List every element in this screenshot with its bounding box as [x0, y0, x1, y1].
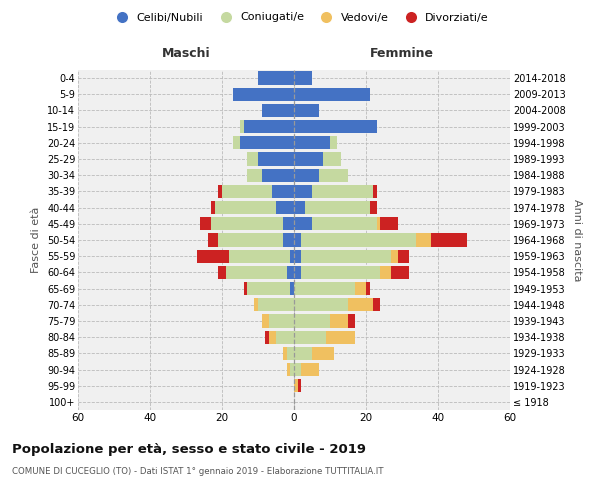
Bar: [294, 185, 312, 198]
Bar: [398, 250, 409, 263]
Bar: [312, 217, 377, 230]
Bar: [294, 363, 301, 376]
Bar: [276, 330, 294, 344]
Bar: [283, 346, 287, 360]
Bar: [294, 136, 330, 149]
Bar: [247, 168, 262, 182]
Bar: [262, 104, 294, 117]
Y-axis label: Anni di nascita: Anni di nascita: [572, 198, 582, 281]
Bar: [269, 314, 294, 328]
Bar: [258, 298, 294, 312]
Bar: [294, 152, 323, 166]
Bar: [265, 330, 269, 344]
Bar: [287, 363, 290, 376]
Bar: [294, 104, 319, 117]
Bar: [294, 330, 326, 344]
Bar: [294, 201, 305, 214]
Bar: [294, 72, 312, 85]
Bar: [211, 201, 215, 214]
Bar: [391, 266, 409, 279]
Text: Maschi: Maschi: [161, 48, 211, 60]
Bar: [269, 330, 276, 344]
Bar: [294, 298, 348, 312]
Bar: [326, 330, 355, 344]
Text: COMUNE DI CUCEGLIO (TO) - Dati ISTAT 1° gennaio 2019 - Elaborazione TUTTITALIA.I: COMUNE DI CUCEGLIO (TO) - Dati ISTAT 1° …: [12, 468, 383, 476]
Bar: [211, 217, 283, 230]
Bar: [373, 298, 380, 312]
Bar: [272, 185, 294, 198]
Bar: [233, 136, 240, 149]
Bar: [258, 72, 294, 85]
Bar: [330, 136, 337, 149]
Bar: [431, 234, 467, 246]
Bar: [330, 314, 348, 328]
Text: Popolazione per età, sesso e stato civile - 2019: Popolazione per età, sesso e stato civil…: [12, 442, 366, 456]
Bar: [373, 185, 377, 198]
Y-axis label: Fasce di età: Fasce di età: [31, 207, 41, 273]
Bar: [294, 314, 330, 328]
Bar: [348, 298, 373, 312]
Bar: [294, 88, 370, 101]
Bar: [200, 217, 211, 230]
Bar: [312, 346, 334, 360]
Bar: [218, 266, 226, 279]
Bar: [301, 250, 391, 263]
Bar: [283, 217, 294, 230]
Bar: [276, 201, 294, 214]
Bar: [244, 282, 247, 295]
Bar: [226, 266, 287, 279]
Bar: [290, 363, 294, 376]
Bar: [233, 88, 294, 101]
Bar: [197, 250, 229, 263]
Bar: [218, 185, 222, 198]
Bar: [416, 234, 431, 246]
Bar: [290, 282, 294, 295]
Bar: [244, 120, 294, 134]
Bar: [380, 266, 391, 279]
Bar: [323, 152, 341, 166]
Bar: [240, 120, 244, 134]
Bar: [247, 152, 258, 166]
Bar: [262, 314, 269, 328]
Bar: [294, 346, 312, 360]
Legend: Celibi/Nubili, Coniugati/e, Vedovi/e, Divorziati/e: Celibi/Nubili, Coniugati/e, Vedovi/e, Di…: [107, 8, 493, 27]
Bar: [380, 217, 398, 230]
Bar: [262, 168, 294, 182]
Bar: [240, 136, 294, 149]
Bar: [294, 168, 319, 182]
Bar: [294, 282, 355, 295]
Bar: [366, 282, 370, 295]
Bar: [348, 314, 355, 328]
Bar: [301, 266, 380, 279]
Bar: [283, 234, 294, 246]
Bar: [294, 379, 298, 392]
Bar: [312, 185, 373, 198]
Bar: [355, 282, 366, 295]
Bar: [305, 201, 370, 214]
Bar: [301, 363, 319, 376]
Bar: [298, 379, 301, 392]
Bar: [254, 298, 258, 312]
Bar: [319, 168, 348, 182]
Bar: [229, 250, 290, 263]
Bar: [377, 217, 380, 230]
Bar: [294, 250, 301, 263]
Bar: [290, 250, 294, 263]
Bar: [301, 234, 416, 246]
Bar: [287, 346, 294, 360]
Bar: [222, 185, 272, 198]
Bar: [287, 266, 294, 279]
Bar: [294, 234, 301, 246]
Text: Femmine: Femmine: [370, 48, 434, 60]
Bar: [294, 266, 301, 279]
Bar: [258, 152, 294, 166]
Bar: [294, 217, 312, 230]
Bar: [370, 201, 377, 214]
Bar: [391, 250, 398, 263]
Bar: [208, 234, 218, 246]
Bar: [294, 120, 377, 134]
Bar: [218, 234, 283, 246]
Bar: [247, 282, 290, 295]
Bar: [215, 201, 276, 214]
